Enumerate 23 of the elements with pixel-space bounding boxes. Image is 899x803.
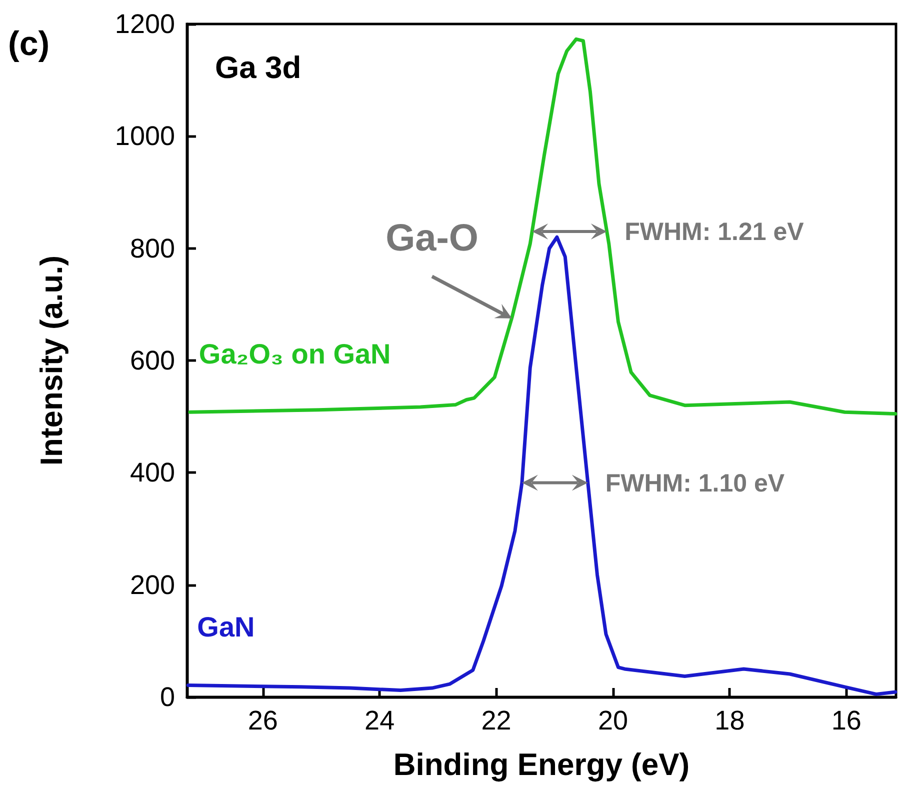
x-tick-label: 20 [598, 706, 628, 736]
x-tick-label: 24 [364, 706, 395, 736]
y-tick-label: 800 [130, 233, 175, 264]
y-tick-label: 0 [160, 682, 175, 712]
series-label: GaN [197, 612, 255, 643]
x-tick-label: 16 [831, 706, 862, 736]
x-tick-label: 26 [248, 706, 278, 736]
text: (c) [8, 24, 50, 63]
annotation: Ga 3d [215, 50, 302, 86]
x-tick-label: 18 [714, 706, 745, 736]
x-tick-label: 22 [481, 706, 512, 736]
y-tick-label: 400 [130, 458, 175, 488]
annotation: FWHM: 1.10 eV [605, 469, 785, 498]
annotation: Ga-O [386, 217, 478, 260]
y-axis-title: Intensity (a.u.) [34, 255, 69, 466]
y-tick-label: 200 [130, 570, 175, 600]
x-axis-title: Binding Energy (eV) [393, 747, 690, 782]
annotation: FWHM: 1.21 eV [624, 218, 804, 246]
y-tick-label: 1200 [114, 9, 175, 39]
line-series [188, 37, 898, 416]
y-tick-label: 1000 [114, 121, 175, 152]
series-label: Ga₂O₃ on GaN [198, 338, 391, 370]
y-tick-label: 600 [130, 346, 175, 376]
